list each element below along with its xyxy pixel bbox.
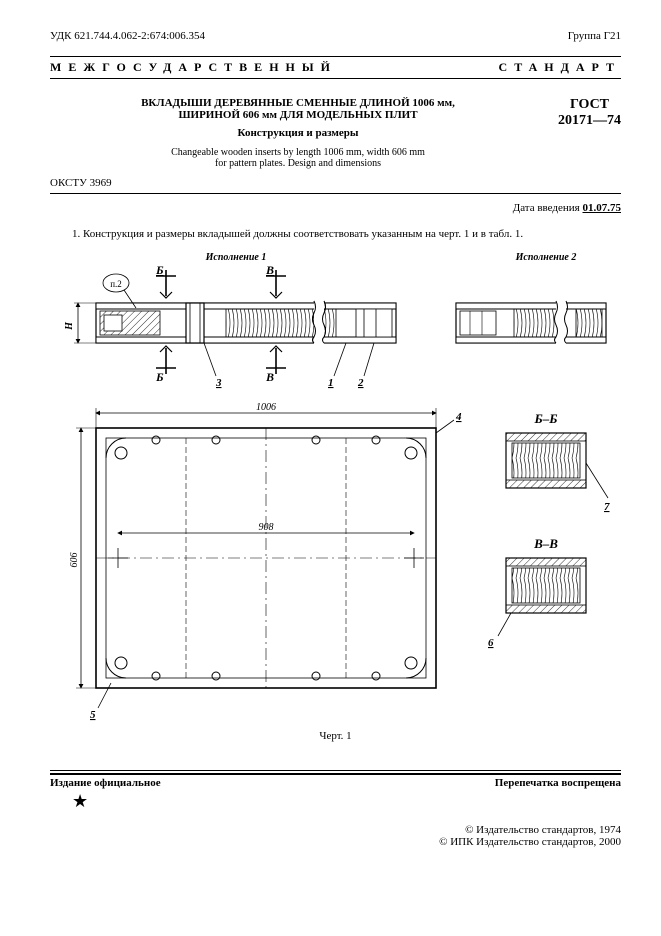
technical-drawing: Исполнение 1 Исполнение 2 (56, 248, 616, 728)
okstu-code: ОКСТУ 3969 (50, 177, 621, 189)
svg-text:3: 3 (215, 377, 222, 389)
svg-text:606: 606 (69, 553, 80, 568)
paragraph-1: 1. Конструкция и размеры вкладышей должн… (50, 228, 621, 240)
figure-caption: Черт. 1 (50, 730, 621, 742)
svg-text:H: H (64, 321, 75, 331)
svg-text:Б: Б (155, 263, 164, 277)
plan-view (96, 428, 436, 688)
leader-4: 4 (436, 411, 462, 433)
svg-text:2: 2 (357, 377, 364, 389)
dim-h: H (64, 303, 96, 343)
udk-code: УДК 621.744.4.062-2:674:006.354 (50, 30, 205, 42)
title-block: ВКЛАДЫШИ ДЕРЕВЯННЫЕ СМЕННЫЕ ДЛИНОЙ 1006 … (50, 97, 546, 169)
svg-text:6: 6 (488, 637, 494, 649)
dim-606: 606 (69, 428, 96, 688)
section-vv: В–В 6 (488, 536, 586, 649)
copyright: © Издательство стандартов, 1974 © ИПК Из… (50, 824, 621, 848)
svg-text:5: 5 (90, 709, 96, 721)
side-view-1 (96, 301, 396, 345)
svg-text:Б: Б (155, 370, 164, 384)
leaders-top: 3 1 2 (204, 343, 374, 389)
svg-text:1: 1 (328, 377, 334, 389)
star-icon: ★ (72, 791, 621, 812)
footer-right: Перепечатка воспрещена (495, 777, 621, 789)
intro-date: Дата введения 01.07.75 (50, 202, 621, 214)
svg-text:Б–Б: Б–Б (533, 411, 557, 426)
gost-number: ГОСТ20171—74 (546, 97, 621, 129)
banner-title: МЕЖГОСУДАРСТВЕННЫЙ СТАНДАРТ (50, 60, 621, 75)
svg-text:908: 908 (258, 522, 273, 533)
dim-1006: 1006 (96, 402, 436, 428)
group-code: Группа Г21 (568, 30, 621, 42)
svg-text:В: В (265, 370, 274, 384)
svg-text:4: 4 (455, 411, 462, 423)
variant1-label: Исполнение 1 (204, 252, 266, 263)
svg-text:В: В (265, 263, 274, 277)
side-view-2 (456, 301, 606, 345)
svg-text:п.2: п.2 (110, 279, 122, 289)
variant2-label: Исполнение 2 (514, 252, 576, 263)
footer-left: Издание официальное (50, 777, 161, 789)
section-bb: Б–Б 7 (506, 411, 610, 513)
svg-text:В–В: В–В (533, 536, 558, 551)
svg-text:7: 7 (604, 501, 610, 513)
svg-text:1006: 1006 (256, 402, 276, 413)
